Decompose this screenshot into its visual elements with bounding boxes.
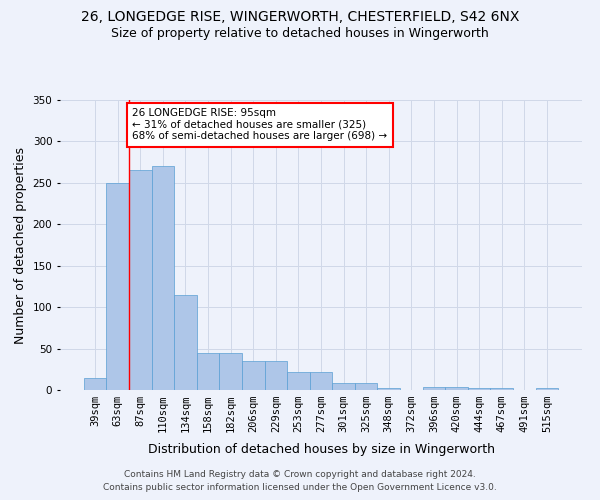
Bar [220,352,242,390]
Text: 26 LONGEDGE RISE: 95sqm
← 31% of detached houses are smaller (325)
68% of semi-d: 26 LONGEDGE RISE: 95sqm ← 31% of detache… [133,108,388,142]
Bar [332,384,355,390]
Bar [152,166,174,390]
Bar [490,388,513,390]
Bar [468,388,490,390]
Y-axis label: Number of detached properties: Number of detached properties [14,146,27,344]
Bar [129,170,152,390]
Text: 26, LONGEDGE RISE, WINGERWORTH, CHESTERFIELD, S42 6NX: 26, LONGEDGE RISE, WINGERWORTH, CHESTERF… [81,10,519,24]
Bar [242,361,265,390]
Text: Distribution of detached houses by size in Wingerworth: Distribution of detached houses by size … [148,442,494,456]
Bar [377,388,400,390]
Bar [265,361,287,390]
Bar [310,372,332,390]
Bar [106,183,129,390]
Bar [174,294,197,390]
Bar [445,386,468,390]
Bar [84,378,106,390]
Bar [197,352,220,390]
Text: Size of property relative to detached houses in Wingerworth: Size of property relative to detached ho… [111,28,489,40]
Text: Contains HM Land Registry data © Crown copyright and database right 2024.
Contai: Contains HM Land Registry data © Crown c… [103,470,497,492]
Bar [422,386,445,390]
Bar [355,384,377,390]
Bar [287,372,310,390]
Bar [536,388,558,390]
